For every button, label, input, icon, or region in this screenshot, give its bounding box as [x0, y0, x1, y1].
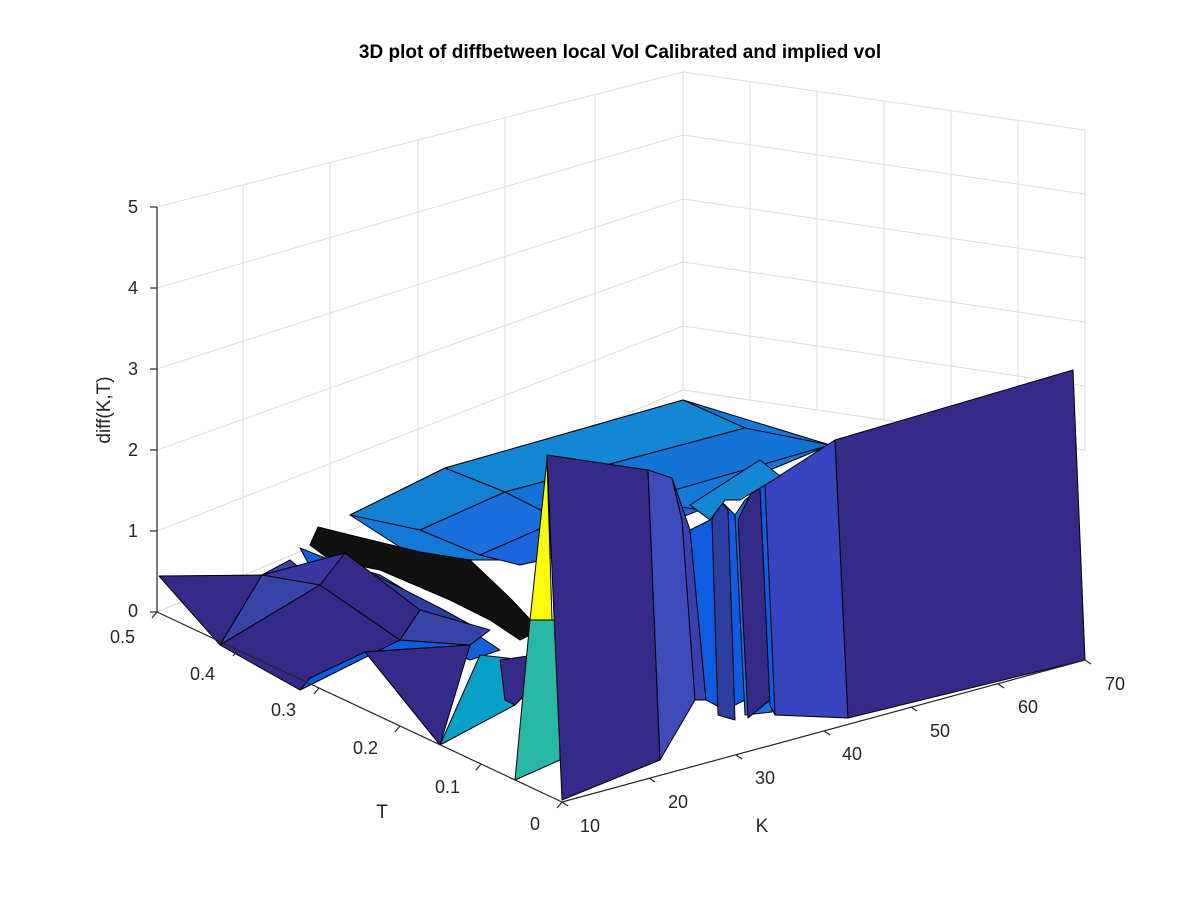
- k-tick-label: 50: [930, 721, 950, 741]
- t-axis-label: T: [376, 802, 388, 823]
- z-axis-label: diff(K,T): [94, 376, 115, 443]
- k-tick-mark: [1084, 659, 1092, 665]
- t-tick-label: 0.2: [353, 738, 378, 758]
- zgrid-left-4: [156, 134, 684, 289]
- surface: [158, 369, 1086, 801]
- surface-facet: [671, 477, 707, 701]
- chart-title: 3D plot of diffbetween local Vol Calibra…: [359, 42, 881, 63]
- surface-facet: [689, 459, 781, 521]
- surface-facet: [399, 609, 491, 646]
- surface-facet: [834, 369, 1086, 719]
- k-tick-mark: [648, 777, 656, 783]
- k-tick-mark: [910, 706, 918, 712]
- surface-facet: [514, 619, 561, 781]
- z-tick-label: 0: [128, 601, 138, 621]
- surface-facet: [546, 454, 661, 801]
- t-tick-labels: 0 0.1 0.2 0.3 0.4 0.5: [110, 627, 540, 834]
- t-tick-mark: [151, 611, 158, 619]
- t-tick-label: 0.4: [190, 664, 215, 684]
- axes: [150, 206, 1092, 809]
- t-tick-label: 0: [530, 814, 540, 834]
- zgrid-left-3: [156, 198, 684, 370]
- z-tick-label: 1: [128, 521, 138, 541]
- k-tick-mark: [735, 754, 743, 760]
- t-tick-label: 0.3: [271, 700, 296, 720]
- k-tick-mark: [823, 730, 831, 736]
- t-tick-mark: [556, 801, 563, 809]
- k-axis-label: K: [756, 816, 769, 837]
- z-tick-label: 2: [128, 440, 138, 460]
- surface-facet: [364, 644, 471, 746]
- t-tick-mark: [394, 725, 401, 733]
- k-tick-label: 30: [755, 768, 775, 788]
- k-tick-labels: 10 20 30 40 50 60 70: [580, 674, 1125, 836]
- t-tick-mark: [313, 687, 320, 695]
- k-tick-label: 40: [842, 744, 862, 764]
- k-tick-mark: [997, 683, 1005, 689]
- z-tick-label: 3: [128, 359, 138, 379]
- t-tick-mark: [475, 763, 482, 771]
- t-axis-line: [156, 611, 563, 803]
- t-tick-label: 0.1: [435, 777, 460, 797]
- zgrid-left-2: [156, 261, 684, 451]
- k-tick-label: 10: [580, 816, 600, 836]
- k-tick-label: 70: [1105, 674, 1125, 694]
- k-tick-label: 20: [668, 792, 688, 812]
- k-tick-mark: [561, 801, 569, 807]
- surface-facet: [764, 439, 849, 719]
- k-tick-label: 60: [1018, 697, 1038, 717]
- t-tick-mark: [232, 649, 239, 657]
- t-tick-label: 0.5: [110, 627, 135, 647]
- surface-facet: [529, 459, 553, 621]
- z-tick-labels: 0 1 2 3 4 5: [128, 197, 138, 621]
- z-tick-label: 5: [128, 197, 138, 217]
- z-tick-label: 4: [128, 278, 138, 298]
